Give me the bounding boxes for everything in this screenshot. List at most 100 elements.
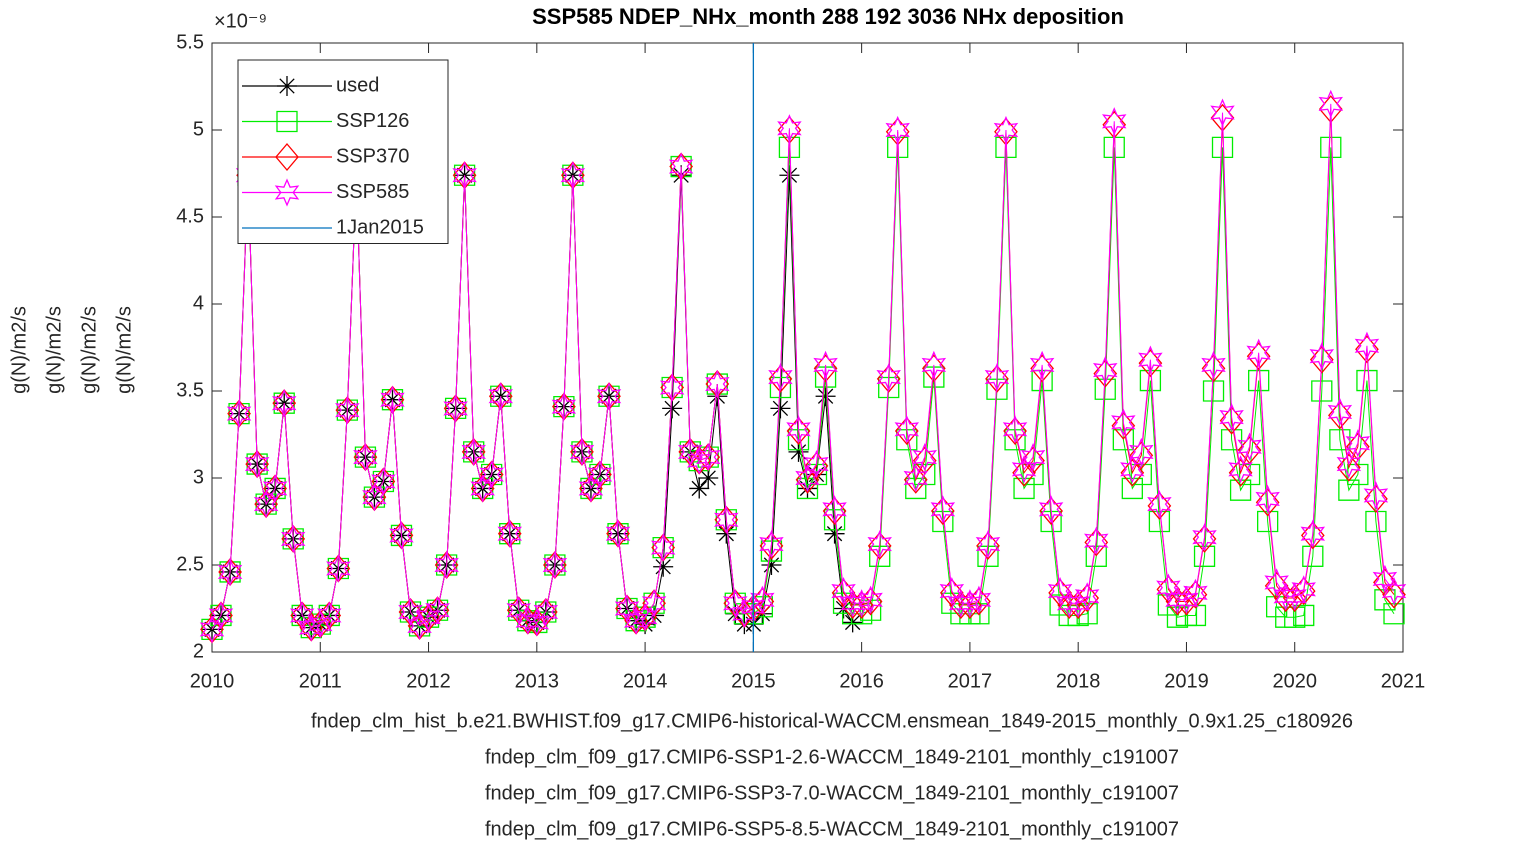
data-marker (326, 554, 351, 583)
data-marker (867, 529, 892, 559)
y-axis-label: g(N)/m2/s (8, 306, 30, 394)
data-marker (461, 437, 486, 467)
x-tick-label: 2019 (1164, 670, 1209, 692)
data-marker (1103, 136, 1125, 159)
data-marker (769, 376, 792, 399)
data-marker (939, 576, 965, 606)
data-marker (831, 576, 856, 606)
data-marker (1002, 415, 1028, 444)
data-marker (1120, 455, 1145, 484)
data-marker (903, 463, 929, 493)
x-tick-label: 2011 (299, 670, 342, 692)
data-marker (1211, 136, 1234, 159)
data-marker (1029, 350, 1055, 380)
data-marker (551, 392, 577, 421)
data-marker (271, 389, 297, 418)
data-marker (1093, 355, 1118, 385)
data-marker (1336, 449, 1362, 479)
data-marker (777, 114, 802, 143)
data-marker (1327, 397, 1353, 427)
data-marker (1291, 575, 1316, 604)
data-marker (788, 441, 809, 462)
data-marker (813, 350, 838, 380)
data-marker (1228, 455, 1253, 484)
data-marker (914, 463, 936, 486)
data-marker (815, 386, 836, 407)
data-marker (1174, 585, 1199, 614)
data-marker (1311, 380, 1333, 402)
data-marker (506, 596, 531, 625)
data-marker (1302, 545, 1324, 567)
data-marker (761, 555, 782, 575)
data-marker (1282, 582, 1307, 611)
legend-label: used (336, 74, 379, 96)
data-marker (317, 601, 342, 630)
data-marker (217, 557, 243, 587)
data-marker (1148, 510, 1171, 533)
data-marker (966, 585, 992, 614)
data-marker (1356, 369, 1378, 392)
data-marker (308, 610, 333, 639)
data-marker (1065, 589, 1091, 618)
data-marker (804, 449, 829, 479)
data-marker (434, 550, 459, 580)
y-axis-label: g(N)/m2/s (78, 306, 100, 394)
data-marker (443, 394, 468, 423)
data-marker (1084, 526, 1109, 555)
data-marker (542, 550, 568, 580)
data-marker (842, 612, 863, 633)
chart-title: SSP585 NDEP_NHx_month 288 192 3036 NHx d… (532, 4, 1124, 29)
data-marker (1111, 408, 1136, 437)
data-marker (425, 596, 450, 625)
data-marker (878, 376, 900, 399)
x-tick-label: 2018 (1056, 670, 1101, 692)
data-marker (653, 556, 674, 577)
data-marker (750, 585, 775, 614)
data-marker (1020, 442, 1046, 472)
data-marker (1184, 604, 1207, 627)
data-marker (1345, 429, 1371, 458)
legend-label: SSP585 (336, 181, 409, 203)
legend-marker (277, 76, 297, 96)
data-marker (787, 429, 810, 451)
y-multiplier: ×10⁻⁹ (214, 10, 267, 32)
data-marker (896, 429, 918, 451)
data-marker (1201, 350, 1226, 380)
data-marker (1147, 489, 1172, 519)
data-marker (760, 540, 783, 562)
legend-label: SSP370 (336, 145, 409, 167)
x-axis-label: fndep_clm_f09_g17.CMIP6-SSP5-8.5-WACCM_1… (485, 818, 1179, 840)
y-tick-label: 3.5 (176, 379, 204, 401)
data-marker (1101, 107, 1127, 136)
data-marker (984, 362, 1010, 392)
data-marker (957, 589, 983, 618)
data-marker (1219, 402, 1244, 432)
data-marker (1202, 380, 1225, 402)
data-marker (1374, 589, 1396, 611)
data-marker (805, 463, 828, 486)
data-marker (869, 545, 891, 567)
data-marker (995, 136, 1017, 159)
data-marker (1129, 437, 1154, 467)
data-marker (587, 460, 613, 489)
data-marker (208, 601, 234, 630)
data-marker (887, 136, 909, 159)
data-marker (1074, 582, 1100, 611)
data-marker (1363, 481, 1389, 510)
data-marker (986, 378, 1008, 400)
data-marker (226, 399, 252, 428)
data-marker (1040, 510, 1062, 533)
data-marker (1365, 510, 1387, 533)
data-marker (849, 589, 874, 618)
data-marker (894, 415, 920, 444)
data-marker (1354, 331, 1380, 360)
data-marker (497, 519, 522, 548)
data-marker (1013, 477, 1035, 500)
data-marker (1381, 576, 1407, 606)
x-axis-label: fndep_clm_hist_b.e21.BWHIST.f09_g17.CMIP… (311, 710, 1353, 732)
data-marker (1121, 477, 1143, 500)
data-marker (932, 510, 954, 533)
data-marker (1318, 89, 1344, 119)
